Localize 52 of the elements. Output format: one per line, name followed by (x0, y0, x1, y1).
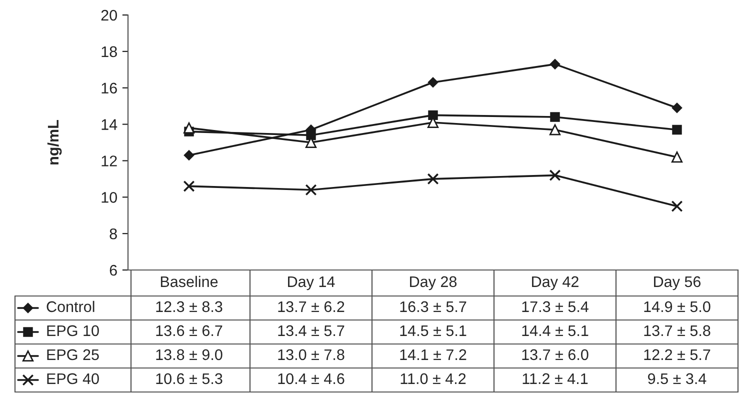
data-label: 10.4 ± 4.6 (278, 373, 344, 384)
y-tick-label: 6 (110, 264, 117, 276)
point (549, 124, 561, 136)
data-label: 12.2 ± 5.7 (644, 349, 710, 360)
point (549, 170, 561, 182)
x-tick-label: Day 14 (288, 276, 335, 290)
y-tick-label: 20 (101, 10, 117, 21)
point (671, 200, 683, 212)
legend-label: EPG 25 (47, 349, 99, 360)
y-tick-label: 8 (110, 228, 117, 240)
y-tick-label: 14 (102, 119, 118, 130)
data-label: 13.6 ± 6.7 (156, 325, 222, 336)
point (550, 59, 560, 70)
data-label: 13.0 ± 7.8 (278, 349, 344, 360)
point (427, 173, 439, 185)
point (183, 180, 195, 192)
data-label: 14.4 ± 5.1 (522, 325, 588, 336)
point (183, 122, 195, 134)
data-label: 14.1 ± 7.2 (400, 349, 466, 360)
data-label: 13.7 ± 6.2 (278, 301, 344, 312)
x-tick-label: Day 56 (654, 276, 701, 290)
point (672, 124, 682, 135)
legend-label: EPG 40 (47, 373, 99, 384)
x-tick-label: Day 42 (532, 276, 578, 290)
data-label: 13.4 ± 5.7 (278, 325, 344, 336)
point (671, 152, 683, 163)
y-axis-title: ng/mL (47, 120, 62, 164)
data-label: 11.2 ± 4.1 (522, 373, 588, 384)
legend-label: Control (46, 300, 94, 312)
data-label: 14.5 ± 5.1 (400, 325, 466, 336)
data-label: 14.9 ± 5.0 (644, 301, 710, 312)
data-label: 9.5 ± 3.4 (648, 373, 706, 384)
point (428, 77, 438, 88)
data-label: 16.3 ± 5.7 (400, 301, 466, 312)
data-label: 17.3 ± 5.4 (522, 301, 588, 312)
data-label: 10.6 ± 5.3 (156, 373, 222, 384)
data-label: 13.7 ± 5.8 (644, 325, 710, 336)
data-label: 13.8 ± 9.0 (156, 349, 222, 360)
legend-label: EPG 10 (47, 325, 99, 336)
point (305, 184, 317, 196)
data-label: 12.3 ± 8.3 (156, 301, 222, 312)
x-tick-label: Baseline (160, 276, 218, 288)
y-tick-label: 16 (102, 82, 117, 94)
point (672, 102, 682, 114)
point (184, 150, 194, 160)
y-tick-label: 12 (102, 156, 117, 166)
data-label: 13.7 ± 6.0 (522, 349, 588, 360)
y-tick-label: 18 (102, 46, 117, 58)
data-label: 11.0 ± 4.2 (400, 373, 466, 384)
x-tick-label: Day 28 (410, 276, 457, 290)
y-tick-label: 10 (102, 192, 117, 203)
point (550, 112, 560, 122)
